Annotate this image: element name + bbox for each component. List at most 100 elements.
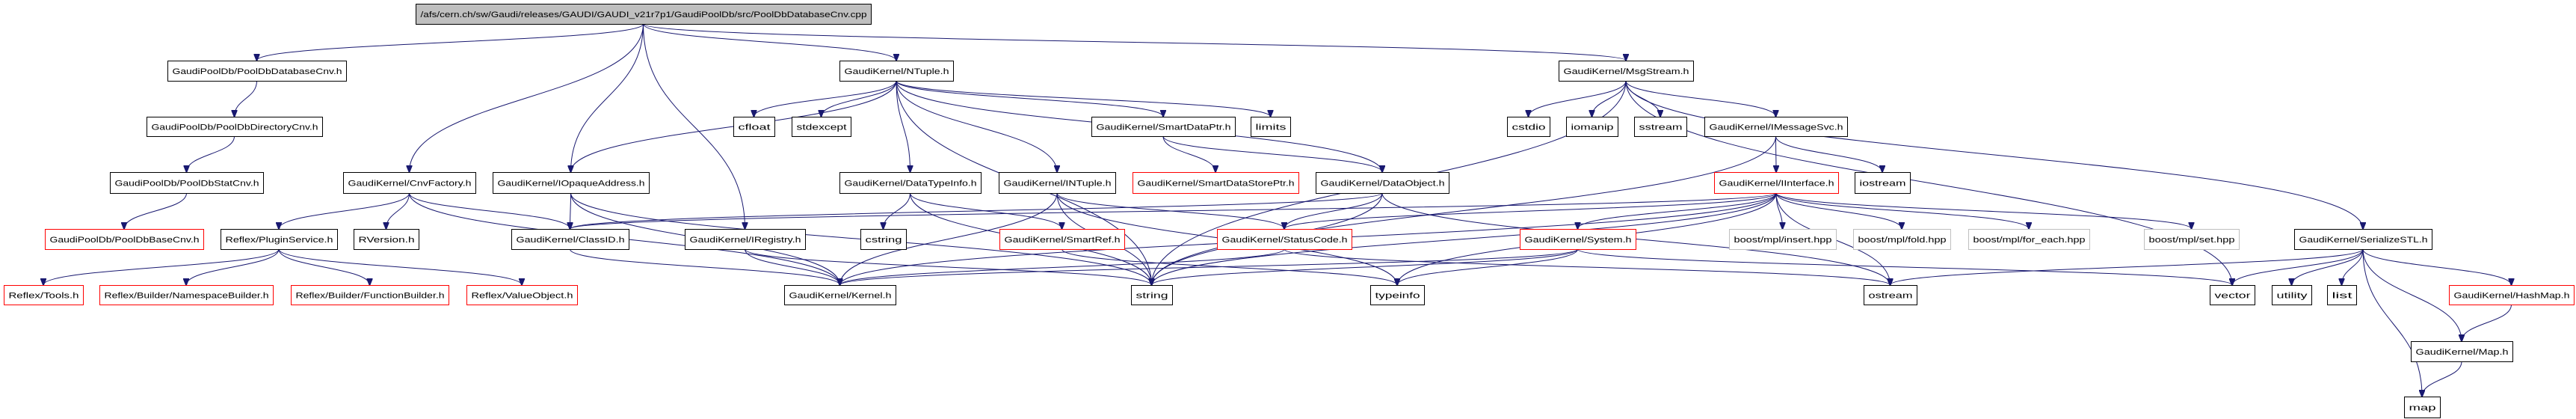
node-dircnv[interactable]: GaudiPoolDb/PoolDbDirectoryCnv.h (147, 117, 323, 137)
node-sdstoreptr[interactable]: GaudiKernel/SmartDataStorePtr.h (1133, 172, 1299, 194)
node-system[interactable]: GaudiKernel/System.h (1520, 229, 1636, 250)
node-box[interactable] (1566, 117, 1618, 137)
node-maph[interactable]: GaudiKernel/Map.h (2411, 341, 2513, 362)
node-datatypeinfo[interactable]: GaudiKernel/DataTypeInfo.h (839, 172, 982, 194)
node-box[interactable] (1855, 172, 1911, 194)
node-cstdio[interactable]: cstdio (1507, 117, 1550, 137)
node-list[interactable]: list (2327, 285, 2357, 305)
node-box[interactable] (2404, 397, 2441, 418)
node-box[interactable] (1217, 229, 1352, 250)
node-box[interactable] (999, 229, 1125, 250)
node-valueobj[interactable]: Reflex/ValueObject.h (466, 285, 578, 305)
node-rversion[interactable]: RVersion.h (354, 229, 419, 250)
node-foreach[interactable]: boost/mpl/for_each.hpp (1968, 229, 2090, 250)
node-box[interactable] (2411, 341, 2513, 362)
node-box[interactable] (685, 229, 806, 250)
node-box[interactable] (839, 172, 982, 194)
node-box[interactable] (291, 285, 449, 305)
node-msgstream[interactable]: GaudiKernel/MsgStream.h (1559, 61, 1694, 82)
node-box[interactable] (343, 172, 476, 194)
node-set[interactable]: boost/mpl/set.hpp (2144, 229, 2240, 250)
node-box[interactable] (511, 229, 629, 250)
node-root[interactable]: /afs/cern.ch/sw/Gaudi/releases/GAUDI/GAU… (416, 4, 872, 25)
node-box[interactable] (4, 285, 84, 305)
node-iregistry[interactable]: GaudiKernel/IRegistry.h (685, 229, 806, 250)
node-box[interactable] (147, 117, 323, 137)
node-box[interactable] (45, 229, 204, 250)
node-sstream[interactable]: sstream (1634, 117, 1687, 137)
node-box[interactable] (2294, 229, 2432, 250)
node-box[interactable] (999, 172, 1116, 194)
node-intuple[interactable]: GaudiKernel/INTuple.h (999, 172, 1116, 194)
node-statcnv[interactable]: GaudiPoolDb/PoolDbStatCnv.h (110, 172, 264, 194)
node-box[interactable] (1091, 117, 1236, 137)
node-box[interactable] (1634, 117, 1687, 137)
node-box[interactable] (784, 285, 896, 305)
node-cnvfactory[interactable]: GaudiKernel/CnvFactory.h (343, 172, 476, 194)
node-basecnv[interactable]: GaudiPoolDb/PoolDbBaseCnv.h (45, 229, 204, 250)
node-box[interactable] (1131, 285, 1173, 305)
node-box[interactable] (839, 61, 954, 82)
node-iomanip[interactable]: iomanip (1566, 117, 1618, 137)
node-box[interactable] (2210, 285, 2255, 305)
node-vector[interactable]: vector (2210, 285, 2255, 305)
node-box[interactable] (1520, 229, 1636, 250)
node-box[interactable] (2144, 229, 2240, 250)
node-box[interactable] (1316, 172, 1449, 194)
node-map[interactable]: map (2404, 397, 2441, 418)
node-limits[interactable]: limits (1251, 117, 1291, 137)
node-box[interactable] (110, 172, 264, 194)
node-utility[interactable]: utility (2272, 285, 2312, 305)
node-box[interactable] (1864, 285, 1917, 305)
node-typeinfo[interactable]: typeinfo (1370, 285, 1425, 305)
node-statuscode[interactable]: GaudiKernel/StatusCode.h (1217, 229, 1352, 250)
node-classid[interactable]: GaudiKernel/ClassID.h (511, 229, 629, 250)
node-kernel[interactable]: GaudiKernel/Kernel.h (784, 285, 896, 305)
node-box[interactable] (860, 229, 907, 250)
node-dbcnv[interactable]: GaudiPoolDb/PoolDbDatabaseCnv.h (167, 61, 347, 82)
node-box[interactable] (99, 285, 274, 305)
node-box[interactable] (1729, 229, 1837, 250)
node-cstring[interactable]: cstring (860, 229, 907, 250)
node-smartref[interactable]: GaudiKernel/SmartRef.h (999, 229, 1125, 250)
node-serialize[interactable]: GaudiKernel/SerializeSTL.h (2294, 229, 2432, 250)
node-box[interactable] (1507, 117, 1550, 137)
node-tools[interactable]: Reflex/Tools.h (4, 285, 84, 305)
node-nsbuilder[interactable]: Reflex/Builder/NamespaceBuilder.h (99, 285, 274, 305)
node-box[interactable] (1370, 285, 1425, 305)
node-box[interactable] (167, 61, 347, 82)
node-dataobject[interactable]: GaudiKernel/DataObject.h (1316, 172, 1449, 194)
node-iopaque[interactable]: GaudiKernel/IOpaqueAddress.h (493, 172, 650, 194)
node-box[interactable] (1559, 61, 1694, 82)
node-box[interactable] (1251, 117, 1291, 137)
node-fnbuilder[interactable]: Reflex/Builder/FunctionBuilder.h (291, 285, 449, 305)
node-box[interactable] (1133, 172, 1299, 194)
node-string[interactable]: string (1131, 285, 1173, 305)
node-box[interactable] (2327, 285, 2357, 305)
node-iostream[interactable]: iostream (1855, 172, 1911, 194)
node-box[interactable] (1714, 172, 1839, 194)
node-insert[interactable]: boost/mpl/insert.hpp (1729, 229, 1837, 250)
node-hashmap[interactable]: GaudiKernel/HashMap.h (2449, 285, 2575, 305)
node-box[interactable] (1853, 229, 1951, 250)
node-box[interactable] (221, 229, 338, 250)
node-box[interactable] (354, 229, 419, 250)
node-box[interactable] (493, 172, 650, 194)
node-box[interactable] (466, 285, 578, 305)
node-iinterface[interactable]: GaudiKernel/IInterface.h (1714, 172, 1839, 194)
node-box[interactable] (1704, 117, 1848, 137)
node-fold[interactable]: boost/mpl/fold.hpp (1853, 229, 1951, 250)
node-box[interactable] (733, 117, 775, 137)
node-box[interactable] (2272, 285, 2312, 305)
node-box[interactable] (416, 4, 872, 25)
node-box[interactable] (792, 117, 851, 137)
node-stdexcept[interactable]: stdexcept (792, 117, 851, 137)
node-smartdataptr[interactable]: GaudiKernel/SmartDataPtr.h (1091, 117, 1236, 137)
node-imsgsvc[interactable]: GaudiKernel/IMessageSvc.h (1704, 117, 1848, 137)
node-plugin[interactable]: Reflex/PluginService.h (221, 229, 338, 250)
node-ostream[interactable]: ostream (1864, 285, 1917, 305)
node-cfloat[interactable]: cfloat (733, 117, 775, 137)
node-ntuple[interactable]: GaudiKernel/NTuple.h (839, 61, 954, 82)
node-box[interactable] (1968, 229, 2090, 250)
node-box[interactable] (2449, 285, 2575, 305)
